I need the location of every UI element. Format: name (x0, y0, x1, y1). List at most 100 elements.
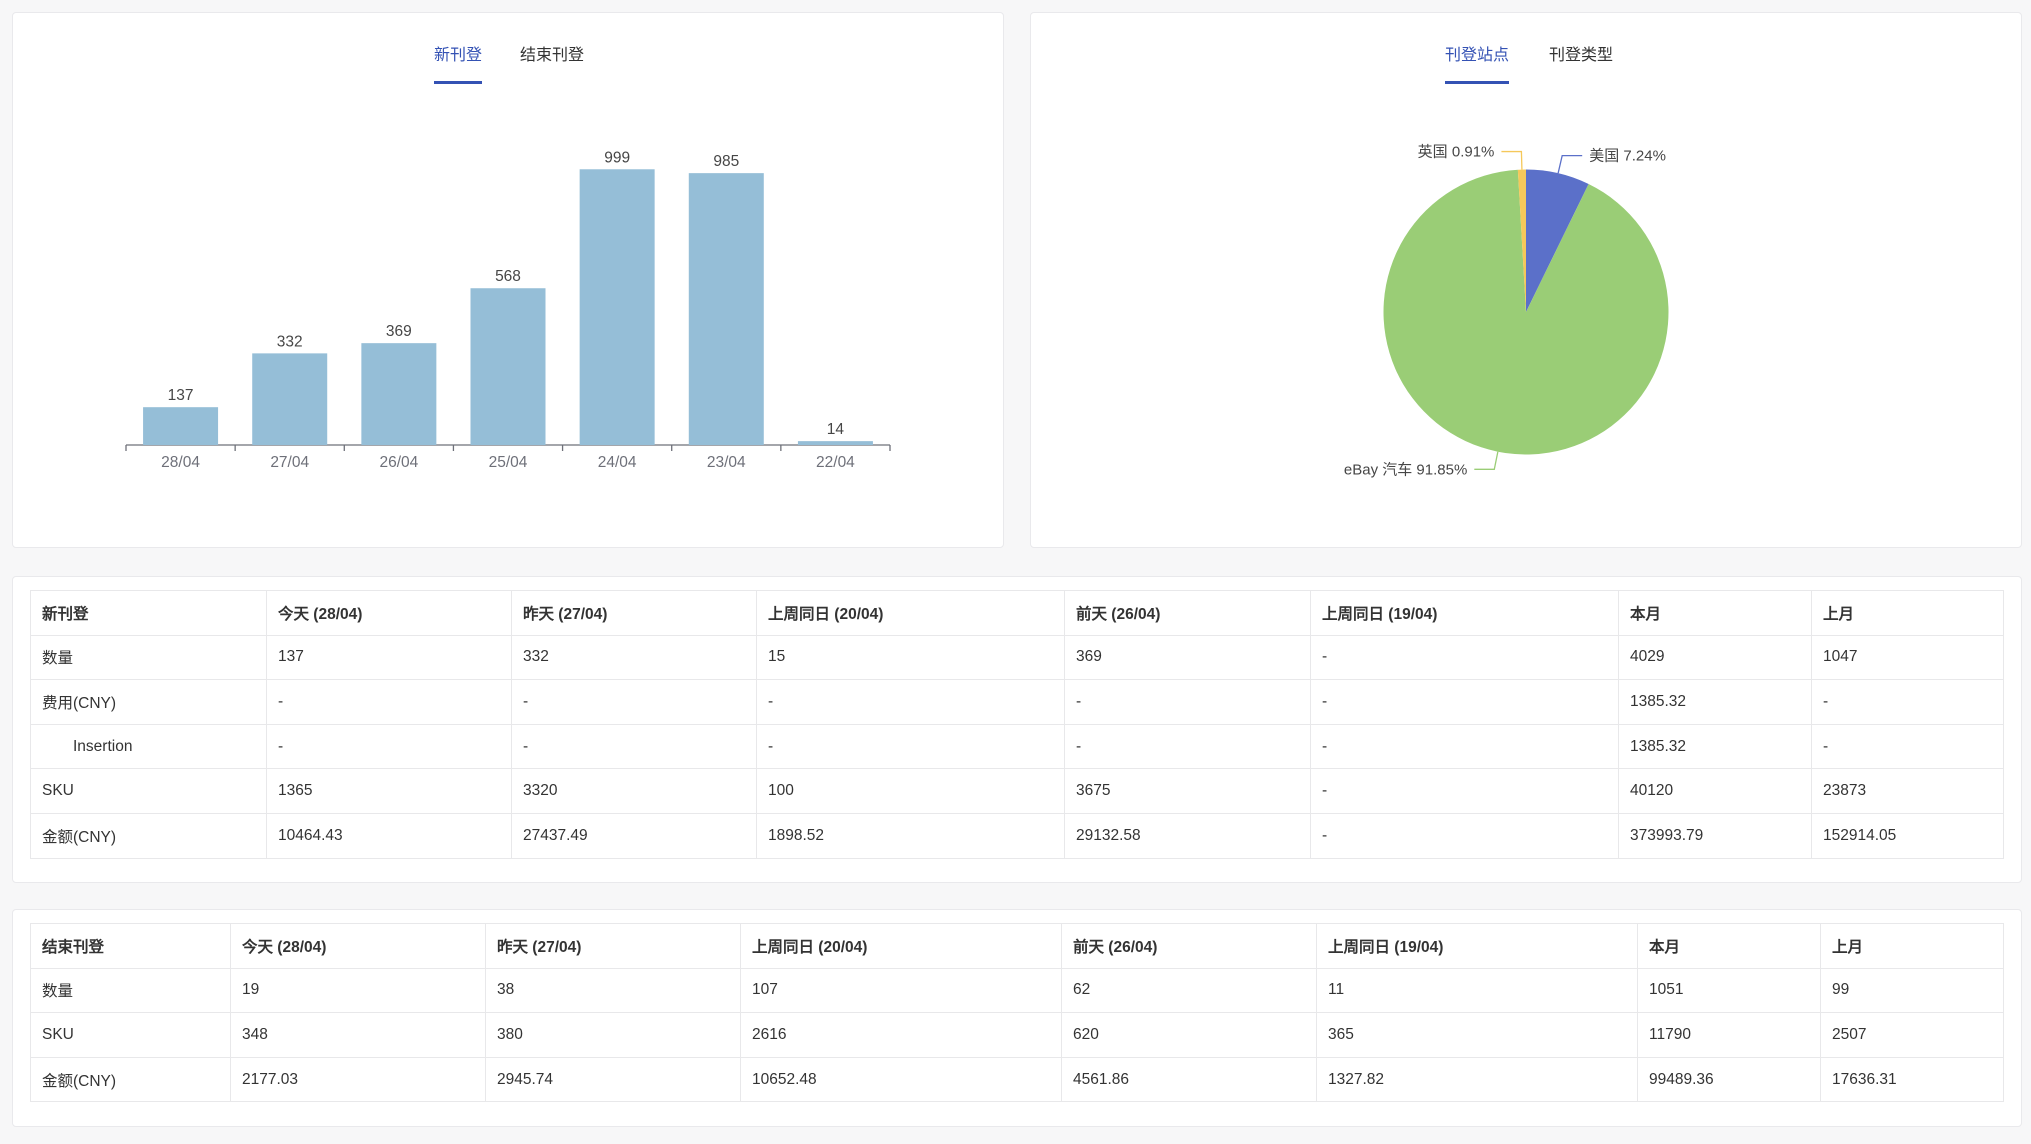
column-header: 上月 (1811, 590, 2004, 636)
table-cell: 62 (1061, 967, 1317, 1014)
bar-chart: 137 28/04 332 27/04 369 26/04 568 25/04 999 24/04… (125, 149, 891, 471)
column-header: 今天 (28/04) (230, 923, 486, 969)
pie-slice[interactable] (1517, 169, 1526, 313)
row-label: Insertion (30, 723, 267, 770)
table-cell: 40120 (1618, 768, 1812, 814)
listing-tabs: 新刊登 结束刊登 (434, 45, 584, 84)
table-cell: 99 (1820, 967, 2004, 1014)
row-label: 金额(CNY) (30, 812, 267, 859)
listing-site-chart-card: 刊登站点 刊登类型 美国 7.24% eBay 汽车 91.85% 英国 0.91% (1030, 12, 2022, 548)
table-cell: - (1310, 634, 1619, 681)
table-row: SKU 1365 3320 100 3675-40120 23873 (30, 768, 2004, 814)
pie-slice[interactable] (1383, 169, 1669, 455)
table-cell: 2507 (1820, 1012, 2004, 1058)
column-header: 上周同日 (20/04) (740, 923, 1062, 969)
table-cell: 4029 (1618, 634, 1812, 681)
column-header: 前天 (26/04) (1061, 923, 1317, 969)
table-cell: - (511, 679, 757, 725)
column-header: 昨天 (27/04) (511, 590, 757, 636)
table-cell: 365 (1316, 1012, 1638, 1058)
bar[interactable] (470, 288, 546, 445)
new-listing-chart-card: 新刊登 结束刊登 137 28/04 332 27/04 369 26/04 568 25/0… (12, 12, 1004, 548)
table-cell: 2177.03 (230, 1056, 486, 1103)
table-cell: - (1310, 723, 1619, 770)
bar-value-label: 568 (495, 268, 521, 285)
table-row: 费用(CNY) - - - - -1385.32- (30, 679, 2004, 725)
bar-value-label: 985 (713, 153, 739, 170)
column-header: 上周同日 (19/04) (1310, 590, 1619, 636)
table-cell: 152914.05 (1811, 812, 2004, 859)
table-cell: - (1064, 679, 1311, 725)
bar[interactable] (252, 353, 328, 445)
table-cell: 369 (1064, 634, 1311, 681)
tab-listing-site[interactable]: 刊登站点 (1445, 45, 1510, 84)
column-header: 本月 (1637, 923, 1821, 969)
x-tick-label: 28/04 (161, 454, 200, 471)
ended-listing-table-card: 结束刊登 今天 (28/04) 昨天 (27/04) 上周同日 (20/04) 前天 (… (12, 909, 2022, 1127)
column-header: 今天 (28/04) (266, 590, 512, 636)
bar[interactable] (579, 169, 655, 445)
bar[interactable] (797, 441, 873, 445)
table-cell: 137 (266, 634, 512, 681)
table-cell: - (1811, 723, 2004, 770)
bar-value-label: 369 (386, 323, 412, 340)
row-label: 数量 (30, 634, 267, 681)
table-cell: 11790 (1637, 1012, 1821, 1058)
table-cell: 1051 (1637, 967, 1821, 1014)
table-cell: - (1064, 723, 1311, 770)
bar[interactable] (143, 407, 219, 445)
table-cell: 15 (756, 634, 1065, 681)
tab-listing-type[interactable]: 刊登类型 (1549, 47, 1614, 64)
row-label: 费用(CNY) (30, 679, 267, 725)
table-header-row: 新刊登 今天 (28/04) 昨天 (27/04) 上周同日 (20/04) 前天 (2… (30, 590, 2004, 636)
table-cell: 1047 (1811, 634, 2004, 681)
table-cell: 10652.48 (740, 1056, 1062, 1103)
bar[interactable] (688, 173, 764, 445)
tab-ended-listing[interactable]: 结束刊登 (520, 47, 585, 64)
pie-slice[interactable] (1526, 169, 1589, 313)
pie-label-line (1557, 154, 1583, 174)
pie-chart: 美国 7.24% eBay 汽车 91.85% 英国 0.91% (1344, 143, 1669, 478)
table-row: 数量 137 332 15 369-4029 1047 (30, 634, 2004, 681)
x-tick-label: 25/04 (489, 454, 528, 471)
pie-slice-percent: 7.24% (1623, 148, 1666, 165)
x-tick-label: 26/04 (379, 454, 418, 471)
row-label: SKU (30, 1012, 231, 1058)
table-cell: 620 (1061, 1012, 1317, 1058)
x-tick-label: 22/04 (816, 454, 855, 471)
table-cell: - (511, 723, 757, 770)
table-cell: - (1310, 768, 1619, 814)
column-header: 上周同日 (19/04) (1316, 923, 1638, 969)
tab-new-listing[interactable]: 新刊登 (434, 45, 483, 84)
pie-slice-percent: 0.91% (1452, 144, 1495, 161)
table-cell: 1365 (266, 768, 512, 814)
table-row: SKU 348 380 2616 620 365 11790 2507 (30, 1012, 2004, 1058)
table-cell: 380 (485, 1012, 741, 1058)
table-cell: 107 (740, 967, 1062, 1014)
table-row: 金额(CNY) 2177.03 2945.74 10652.48 4561.86 1327… (30, 1056, 2004, 1103)
x-tick-label: 24/04 (598, 454, 637, 471)
bar[interactable] (361, 343, 437, 445)
table-cell: 332 (511, 634, 757, 681)
table-cell: 1898.52 (756, 812, 1065, 859)
table-cell: 373993.79 (1618, 812, 1812, 859)
table-cell: 3675 (1064, 768, 1311, 814)
table-cell: 38 (485, 967, 741, 1014)
table-cell: - (1310, 679, 1619, 725)
column-header: 本月 (1618, 590, 1812, 636)
column-header: 昨天 (27/04) (485, 923, 741, 969)
table-cell: 100 (756, 768, 1065, 814)
table-title-header: 结束刊登 (30, 923, 231, 969)
new-listing-table: 新刊登 今天 (28/04) 昨天 (27/04) 上周同日 (20/04) 前天 (2… (30, 590, 2004, 859)
table-title-header: 新刊登 (30, 590, 267, 636)
table-cell: 1385.32 (1618, 723, 1812, 770)
table-cell: 2945.74 (485, 1056, 741, 1103)
table-cell: - (266, 723, 512, 770)
column-header: 前天 (26/04) (1064, 590, 1311, 636)
table-cell: 17636.31 (1820, 1056, 2004, 1103)
table-cell: - (1310, 812, 1619, 859)
row-label: 金额(CNY) (30, 1056, 231, 1103)
row-label: 数量 (30, 967, 231, 1014)
bar-value-label: 14 (827, 421, 845, 438)
table-cell: 348 (230, 1012, 486, 1058)
